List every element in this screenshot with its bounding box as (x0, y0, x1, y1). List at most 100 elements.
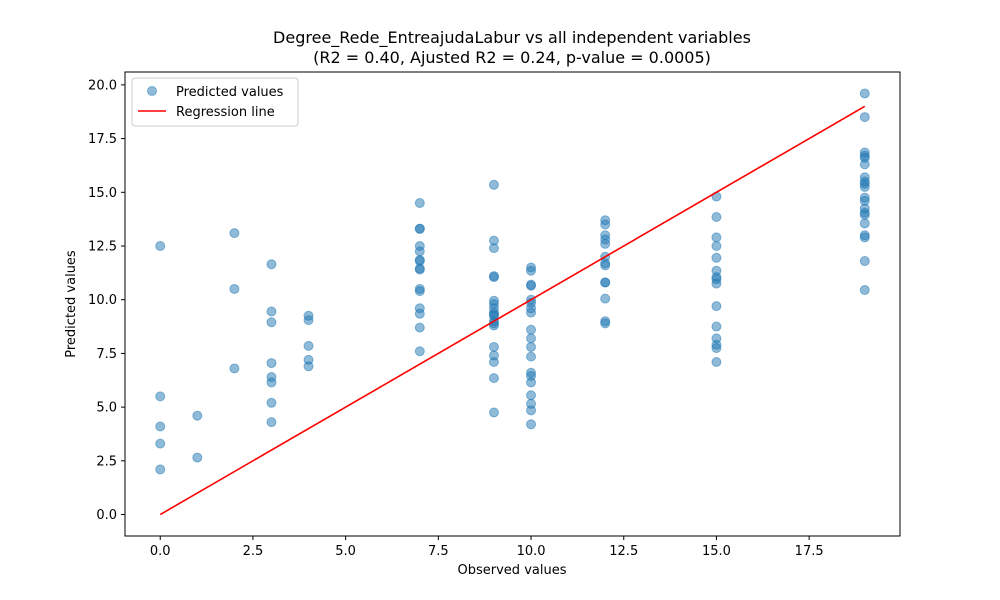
data-point (266, 317, 277, 328)
data-point (488, 341, 499, 352)
data-point (600, 260, 611, 271)
data-point (859, 218, 870, 229)
data-point (155, 241, 166, 251)
data-point (303, 340, 314, 351)
data-point (155, 421, 166, 432)
y-axis: 0.0 2.5 5.0 7.5 10.0 12.5 15.0 17.5 20.0 (88, 78, 125, 523)
y-tick-label: 20.0 (88, 78, 117, 93)
data-point (711, 321, 722, 332)
plot-frame (124, 71, 901, 537)
x-axis-label: Observed values (458, 563, 567, 578)
data-point (414, 264, 425, 275)
legend-marker-predicted-values (147, 86, 157, 96)
data-point (526, 351, 537, 362)
data-point (600, 318, 611, 329)
data-point (414, 223, 425, 234)
data-point (488, 407, 499, 418)
y-tick-label: 5.0 (96, 401, 117, 416)
data-point (711, 252, 722, 263)
data-point (192, 452, 203, 463)
data-point (711, 232, 722, 243)
data-point (711, 278, 722, 289)
legend-box (131, 77, 299, 127)
y-tick-label: 12.5 (88, 240, 117, 255)
data-point (711, 301, 722, 312)
data-point (859, 88, 870, 99)
data-point (266, 259, 277, 270)
data-point (414, 198, 425, 209)
legend-label-predicted-values: Predicted values (176, 85, 284, 100)
data-point (229, 363, 240, 374)
data-point (711, 357, 722, 367)
data-point (600, 219, 611, 230)
data-point (859, 112, 870, 123)
data-point (266, 377, 277, 388)
chart-title-line-1: Degree_Rede_EntreajudaLabur vs all indep… (273, 28, 751, 48)
data-point (859, 232, 870, 243)
x-tick-label: 5.0 (335, 544, 356, 559)
data-point (526, 405, 537, 416)
data-point (488, 243, 499, 254)
data-point (488, 373, 499, 384)
data-point (859, 285, 870, 296)
data-point (155, 391, 166, 402)
x-axis: 0.0 2.5 5.0 7.5 10.0 12.5 15.0 17.5 (150, 536, 824, 559)
data-point (600, 277, 611, 288)
data-point (192, 410, 203, 421)
legend-label-regression-line: Regression line (176, 105, 275, 120)
data-point (859, 209, 870, 220)
data-point (229, 283, 240, 294)
legend: Predicted values Regression line (131, 77, 299, 127)
data-point (303, 315, 314, 326)
data-point (526, 265, 537, 276)
data-point (488, 357, 499, 367)
regression-line (159, 105, 866, 516)
data-point (488, 179, 499, 190)
data-point (600, 238, 611, 249)
data-point (266, 306, 277, 317)
data-point (859, 256, 870, 267)
y-tick-label: 0.0 (96, 508, 117, 523)
data-point (155, 438, 166, 449)
data-point (600, 293, 611, 304)
data-point (526, 419, 537, 430)
data-point (155, 464, 166, 475)
data-point (711, 343, 722, 354)
y-tick-label: 10.0 (88, 293, 117, 308)
data-point (414, 346, 425, 357)
data-point (711, 241, 722, 251)
data-point (266, 397, 277, 408)
x-tick-label: 7.5 (428, 544, 449, 559)
data-point (303, 361, 314, 372)
x-tick-label: 15.0 (702, 544, 731, 559)
data-point (526, 341, 537, 352)
data-point (711, 212, 722, 222)
data-point (526, 390, 537, 401)
y-tick-label: 17.5 (88, 132, 117, 147)
data-point (526, 324, 537, 335)
y-tick-label: 7.5 (96, 347, 117, 362)
data-point (526, 333, 537, 344)
data-point (488, 272, 499, 283)
x-tick-label: 0.0 (150, 544, 171, 559)
data-point (526, 377, 537, 388)
y-tick-label: 15.0 (88, 186, 117, 201)
plot-area (155, 88, 870, 516)
x-tick-label: 12.5 (609, 544, 638, 559)
x-tick-label: 17.5 (795, 544, 824, 559)
data-point (266, 358, 277, 369)
data-point (526, 280, 537, 291)
data-point (414, 322, 425, 333)
data-point (859, 159, 870, 170)
data-point (859, 181, 870, 192)
x-tick-label: 2.5 (243, 544, 264, 559)
x-tick-label: 10.0 (517, 544, 546, 559)
data-point (266, 417, 277, 428)
data-point (229, 228, 240, 239)
y-tick-label: 2.5 (96, 454, 117, 469)
data-point (414, 246, 425, 257)
y-axis-label: Predicted values (64, 250, 79, 358)
chart-title-line-2: (R2 = 0.40, Ajusted R2 = 0.24, p-value =… (313, 48, 711, 67)
